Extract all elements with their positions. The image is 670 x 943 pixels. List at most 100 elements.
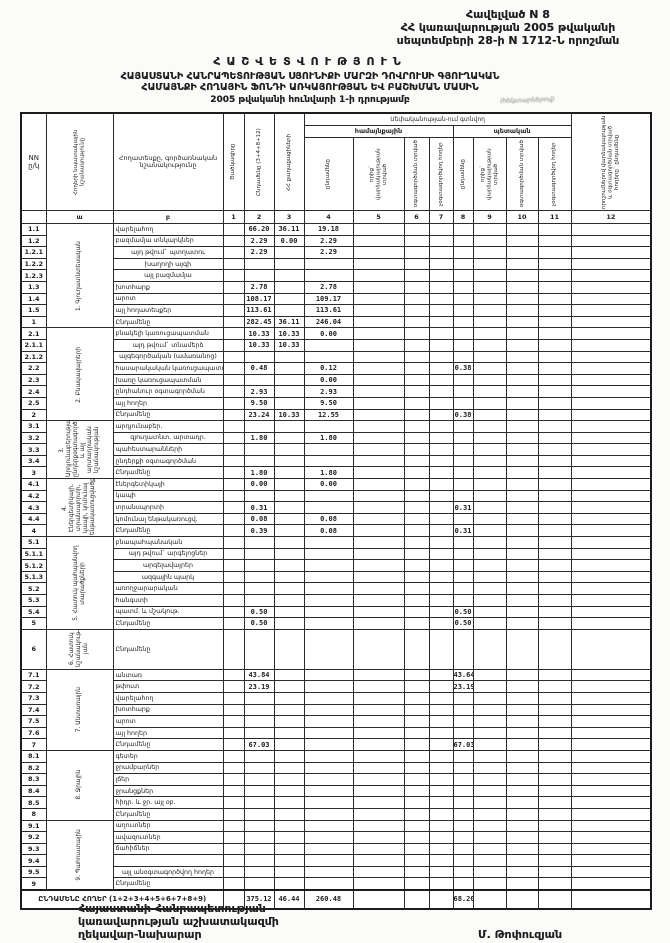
report-subtitle-1: ՀԱՅԱՍՏԱՆԻ ՀԱՆՐԱՊԵՏՈՒԹՅԱՆ ՍՅՈՒՆԻՔԻ ՄԱՐԶԻ …: [120, 71, 500, 82]
value-cell-c12: [570, 617, 652, 630]
value-cell-c5: [352, 726, 405, 740]
value-cell-c7: [428, 877, 454, 891]
value-cell-c6: [403, 570, 430, 584]
value-cell-c12: [570, 304, 652, 317]
value-cell-c7: [428, 501, 454, 514]
value-cell-c2: [243, 877, 275, 891]
value-cell-c10: [505, 819, 539, 833]
value-cell-c4: 2.29: [303, 246, 354, 259]
land-type-name: հանգստի: [112, 594, 224, 607]
value-cell-c5: [352, 304, 405, 317]
table-row: 4.1 4. Էներգետիկայի, տրանսպորտի, կապի, կո…: [20, 478, 652, 538]
value-cell-c10: [505, 443, 539, 456]
land-fund-table: NN ը/կ Հողերի նպատակային նշանակությունը …: [20, 112, 653, 910]
value-cell-c2: 2.93: [243, 385, 275, 398]
value-cell-c7: [428, 749, 454, 763]
row-code: 2.3: [20, 373, 47, 387]
value-cell-c9: [472, 478, 507, 491]
value-cell-c6: [403, 559, 430, 572]
value-cell-c9: [472, 854, 507, 867]
value-cell-c2: [243, 594, 275, 607]
value-cell-c11: [537, 257, 572, 271]
value-cell-c8: [452, 327, 474, 340]
value-cell-c7: [428, 831, 454, 844]
value-cell-c4: [303, 738, 354, 751]
value-cell-c2: 1.80: [243, 431, 275, 445]
row-code: 4.2: [20, 489, 47, 503]
value-cell-c10: [505, 350, 539, 364]
value-cell-c10: [505, 807, 539, 821]
value-cell-c12: [570, 327, 652, 340]
value-cell-c8: [452, 234, 474, 248]
value-cell-c8: [452, 536, 474, 549]
value-cell-c11: [537, 396, 572, 410]
grand-total-cell-c9: [472, 888, 507, 910]
value-cell-c5: [352, 691, 405, 705]
value-cell-c4: 113.61: [303, 304, 354, 317]
value-cell-c8: [452, 761, 474, 775]
value-cell-c1: [222, 668, 245, 682]
value-cell-c6: [403, 807, 430, 821]
value-cell-c8: [452, 280, 474, 294]
footer-line-1: Հայաստանի Հանրապետության: [78, 902, 266, 915]
value-cell-c6: [403, 865, 430, 879]
table-row: 5.2 առողջարարական: [20, 582, 652, 595]
land-type-name: էներգետիկայի: [112, 478, 224, 491]
value-cell-c2: [243, 691, 275, 705]
column-number-3: 1: [222, 210, 245, 224]
value-cell-c11: [537, 304, 572, 317]
value-cell-c11: [537, 691, 572, 705]
row-code: 8: [20, 807, 47, 821]
table-row: 5 Ընդամենը 0.50 0.50: [20, 617, 652, 630]
value-cell-c7: [428, 865, 454, 879]
value-cell-c5: [352, 373, 405, 387]
value-cell-c9: [472, 292, 507, 306]
value-cell-c1: [222, 373, 245, 387]
value-cell-c11: [537, 362, 572, 375]
value-cell-c3: [273, 807, 305, 821]
value-cell-c9: [472, 489, 507, 503]
row-code: 5.1.3: [20, 570, 47, 584]
table-row: 1.2 բազմամյա տնկարկներ 2.29 0.00 2.29: [20, 234, 652, 248]
row-code: 4.4: [20, 512, 47, 526]
value-cell-c3: [273, 420, 305, 433]
value-cell-c3: 10.33: [273, 338, 305, 352]
value-cell-c7: [428, 338, 454, 352]
value-cell-c8: [452, 715, 474, 728]
value-cell-c5: [352, 570, 405, 584]
land-type-name: Ընդամենը: [112, 628, 224, 670]
value-cell-c3: [273, 257, 305, 271]
table-row: 1.1 1. Գյուղատնտեսական վարելահող 66.20 36.11…: [20, 222, 652, 329]
value-cell-c1: [222, 773, 245, 786]
value-cell-c1: [222, 489, 245, 503]
value-cell-c2: 0.39: [243, 524, 275, 538]
value-cell-c1: [222, 223, 245, 236]
table-header: NN ը/կ Հողերի նպատակային նշանակությունը …: [20, 112, 652, 224]
value-cell-c1: [222, 385, 245, 398]
value-cell-c4: 0.08: [303, 524, 354, 538]
column-number-6: 4: [303, 210, 354, 224]
land-type-name: ավազուտներ: [112, 831, 224, 844]
value-cell-c11: [537, 246, 572, 259]
value-cell-c3: [273, 617, 305, 630]
value-cell-c5: [352, 784, 405, 798]
value-cell-c10: [505, 594, 539, 607]
row-code: 9.4: [20, 854, 47, 867]
value-cell-c7: [428, 280, 454, 294]
value-cell-c1: [222, 327, 245, 340]
table-row: 1 Ընդամենը 282.45 36.11 246.04: [20, 315, 652, 329]
land-type-name: բնապահպանական: [112, 536, 224, 549]
column-number-5: 3: [273, 210, 305, 224]
land-type-name: ընդհանուր օգտագործման: [112, 385, 224, 398]
value-cell-c9: [472, 501, 507, 514]
value-cell-c10: [505, 246, 539, 259]
value-cell-c8: [452, 269, 474, 282]
value-cell-c12: [570, 680, 652, 693]
value-cell-c12: [570, 582, 652, 595]
value-cell-c9: [472, 280, 507, 294]
value-cell-c9: [472, 570, 507, 584]
table-row: 7.4 խոտհարք: [20, 703, 652, 717]
value-cell-c4: [303, 547, 354, 561]
value-cell-c7: [428, 559, 454, 572]
land-type-name: վարելահող: [112, 691, 224, 705]
